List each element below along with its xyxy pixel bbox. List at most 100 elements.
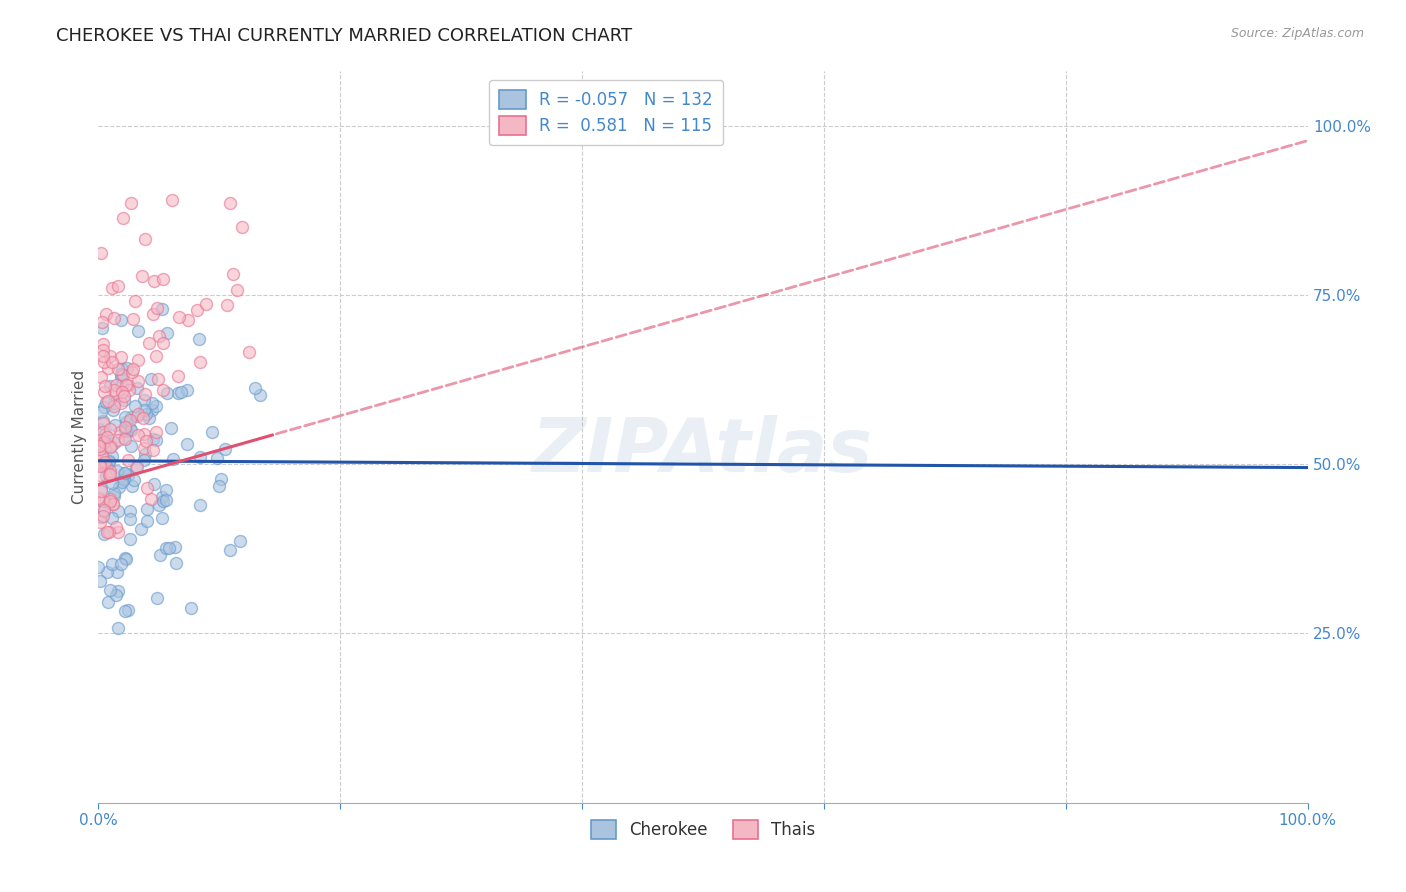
Point bbox=[226, 283, 249, 297]
Point bbox=[136, 514, 159, 528]
Point bbox=[188, 499, 211, 513]
Point bbox=[215, 298, 238, 312]
Point bbox=[186, 302, 208, 317]
Point bbox=[91, 425, 114, 439]
Text: CHEROKEE VS THAI CURRENTLY MARRIED CORRELATION CHART: CHEROKEE VS THAI CURRENTLY MARRIED CORRE… bbox=[56, 27, 633, 45]
Point bbox=[101, 403, 124, 417]
Point bbox=[169, 310, 191, 324]
Point bbox=[134, 387, 156, 401]
Point bbox=[156, 386, 179, 401]
Point bbox=[89, 467, 111, 482]
Point bbox=[134, 447, 156, 461]
Point bbox=[98, 422, 121, 436]
Point bbox=[134, 232, 156, 246]
Point bbox=[96, 458, 118, 473]
Point bbox=[124, 399, 146, 413]
Point bbox=[187, 332, 209, 346]
Point bbox=[121, 312, 143, 326]
Point bbox=[98, 464, 121, 478]
Point bbox=[111, 361, 134, 376]
Point bbox=[127, 428, 149, 442]
Point bbox=[94, 468, 117, 483]
Point bbox=[222, 267, 245, 281]
Text: Source: ZipAtlas.com: Source: ZipAtlas.com bbox=[1230, 27, 1364, 40]
Point bbox=[89, 458, 111, 472]
Point bbox=[110, 350, 132, 364]
Point bbox=[165, 556, 187, 570]
Point bbox=[117, 468, 139, 483]
Point bbox=[107, 480, 129, 494]
Point bbox=[98, 440, 121, 454]
Point bbox=[98, 492, 121, 507]
Point bbox=[104, 377, 127, 392]
Point bbox=[115, 415, 138, 429]
Point bbox=[96, 394, 118, 409]
Point bbox=[112, 368, 135, 382]
Point bbox=[114, 550, 136, 565]
Point bbox=[93, 378, 115, 392]
Point bbox=[91, 414, 114, 428]
Point bbox=[148, 329, 170, 343]
Point bbox=[155, 541, 177, 555]
Point bbox=[112, 472, 135, 486]
Point bbox=[167, 386, 190, 401]
Point bbox=[150, 302, 173, 317]
Point bbox=[105, 588, 128, 602]
Point bbox=[118, 504, 141, 518]
Point bbox=[100, 354, 122, 368]
Point bbox=[134, 427, 156, 442]
Point bbox=[97, 360, 120, 375]
Point bbox=[208, 479, 231, 493]
Point bbox=[112, 389, 135, 403]
Point bbox=[160, 193, 183, 207]
Point bbox=[100, 449, 122, 463]
Point bbox=[90, 246, 112, 260]
Point bbox=[89, 515, 111, 529]
Point bbox=[120, 410, 142, 425]
Point bbox=[145, 425, 167, 440]
Point bbox=[111, 378, 134, 392]
Point bbox=[118, 421, 141, 435]
Point bbox=[176, 383, 198, 397]
Point bbox=[93, 349, 115, 363]
Point bbox=[120, 439, 142, 453]
Point bbox=[98, 379, 121, 393]
Point bbox=[127, 352, 149, 367]
Point bbox=[117, 603, 139, 617]
Point bbox=[93, 504, 115, 518]
Point bbox=[132, 403, 155, 417]
Point bbox=[138, 411, 160, 425]
Point bbox=[111, 384, 134, 399]
Point bbox=[101, 475, 124, 490]
Point bbox=[115, 424, 138, 438]
Point bbox=[117, 384, 139, 398]
Point bbox=[107, 584, 129, 599]
Point bbox=[118, 512, 141, 526]
Point bbox=[155, 493, 177, 508]
Text: ZIPAtlas: ZIPAtlas bbox=[533, 415, 873, 488]
Point bbox=[152, 272, 174, 286]
Point bbox=[127, 408, 149, 422]
Point bbox=[209, 472, 232, 486]
Point bbox=[94, 455, 117, 469]
Point bbox=[165, 541, 187, 555]
Point bbox=[219, 542, 242, 557]
Point bbox=[201, 425, 224, 439]
Point bbox=[125, 459, 148, 474]
Point bbox=[114, 410, 136, 425]
Point bbox=[114, 419, 136, 434]
Point bbox=[93, 417, 115, 431]
Point bbox=[110, 367, 132, 381]
Point bbox=[93, 526, 115, 541]
Point bbox=[180, 600, 202, 615]
Point bbox=[188, 355, 211, 369]
Point bbox=[91, 450, 114, 464]
Point bbox=[145, 399, 167, 413]
Point bbox=[122, 361, 145, 376]
Legend: Cherokee, Thais: Cherokee, Thais bbox=[583, 814, 823, 846]
Point bbox=[162, 451, 184, 466]
Point bbox=[145, 349, 167, 363]
Point bbox=[156, 326, 179, 341]
Point bbox=[127, 381, 149, 395]
Point bbox=[98, 496, 121, 510]
